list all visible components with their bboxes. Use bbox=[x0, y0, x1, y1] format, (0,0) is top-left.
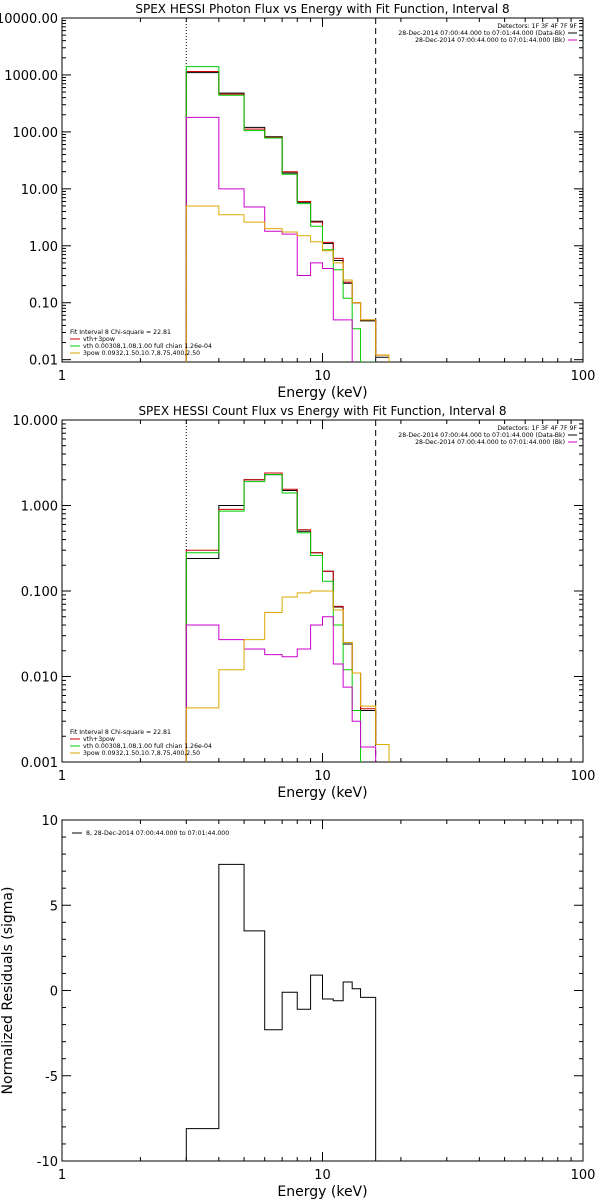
series-1-step-line bbox=[185, 72, 390, 362]
y-tick-label: 10 bbox=[41, 814, 58, 829]
legend-top-entry: 28-Dec-2014 07:00:44.000 to 07:01:44.000… bbox=[398, 30, 565, 37]
x-tick-label: 1 bbox=[58, 369, 66, 384]
series-2-step-line bbox=[185, 472, 390, 762]
legend-bottom-entry: 3pow 0.0932,1.50,10.7,8.75,400,2.50 bbox=[83, 750, 200, 757]
chart-panel-1: SPEX HESSI Photon Flux vs Energy with Fi… bbox=[0, 2, 595, 401]
legend-top-entry: 28-Dec-2014 07:00:44.000 to 07:01:44.000… bbox=[415, 37, 565, 44]
legend-bottom-entry: vth+3pow bbox=[83, 336, 115, 343]
legend-top-header: Detectors: 1F 3F 4F 7F 9F bbox=[497, 425, 577, 432]
x-axis-label: Energy (keV) bbox=[277, 385, 367, 401]
plot-area bbox=[185, 472, 390, 762]
x-axis-label: Energy (keV) bbox=[277, 1184, 367, 1200]
legend-bottom-entry: vth 0.00308,1.08,1.00 full chian 1.26e-0… bbox=[83, 743, 212, 750]
y-tick-label: -5 bbox=[45, 1070, 58, 1085]
chart-title: SPEX HESSI Count Flux vs Energy with Fit… bbox=[138, 404, 506, 418]
y-tick-label: 0.001 bbox=[21, 756, 58, 771]
series-4-step-line bbox=[185, 616, 377, 762]
legend-top-header: Detectors: 1F 3F 4F 7F 9F bbox=[497, 23, 577, 30]
series-1-step-line bbox=[185, 474, 390, 762]
x-tick-label: 1 bbox=[58, 769, 66, 784]
chart-panel-2: SPEX HESSI Count Flux vs Energy with Fit… bbox=[13, 404, 596, 801]
y-tick-label: 0.10 bbox=[29, 297, 58, 312]
y-tick-label: 0.01 bbox=[29, 354, 58, 369]
legend-bottom-header: Fit Interval 8 Chi-square = 22.81 bbox=[70, 729, 171, 736]
y-tick-label: -10 bbox=[37, 1155, 58, 1170]
series-4-step-line bbox=[185, 116, 353, 362]
legend-top-entry: 28-Dec-2014 07:00:44.000 to 07:01:44.000… bbox=[415, 439, 565, 446]
x-tick-label: 1 bbox=[58, 1168, 66, 1183]
legend-bottom-entry: 3pow 0.0932,1.50,10.7,8.75,400,2.50 bbox=[83, 350, 200, 357]
series-3-step-line bbox=[185, 474, 362, 762]
plot-area bbox=[185, 863, 377, 1161]
plot-frame bbox=[61, 17, 584, 363]
y-tick-label: 100.00 bbox=[13, 126, 59, 141]
x-tick-label: 100 bbox=[571, 369, 596, 384]
legend-bottom-entry: vth+3pow bbox=[83, 736, 115, 743]
x-tick-label: 10 bbox=[314, 1168, 331, 1183]
y-tick-label: 10.000 bbox=[13, 414, 59, 429]
y-tick-label: 0.100 bbox=[21, 585, 58, 600]
x-axis-label: Energy (keV) bbox=[277, 785, 367, 801]
series-1-step-line bbox=[185, 863, 377, 1161]
chart-title: SPEX HESSI Photon Flux vs Energy with Fi… bbox=[135, 2, 509, 16]
y-tick-label: 1.000 bbox=[21, 500, 58, 515]
x-tick-label: 100 bbox=[571, 769, 596, 784]
y-axis-label: Normalized Residuals (sigma) bbox=[0, 887, 16, 1095]
series-5-step-line bbox=[185, 205, 390, 362]
legend-bottom-header: Fit Interval 8 Chi-square = 22.81 bbox=[70, 329, 171, 336]
series-3-step-line bbox=[185, 66, 377, 362]
y-tick-label: 10000.00 bbox=[0, 12, 58, 27]
legend-top-entry: 28-Dec-2014 07:00:44.000 to 07:01:44.000… bbox=[398, 432, 565, 439]
y-tick-label: 5 bbox=[50, 899, 58, 914]
plot-area bbox=[185, 66, 390, 362]
series-2-step-line bbox=[185, 70, 390, 362]
y-tick-label: 1.00 bbox=[29, 240, 58, 255]
series-5-step-line bbox=[185, 590, 390, 762]
y-tick-label: 0 bbox=[50, 985, 58, 1000]
legend-entry: 8, 28-Dec-2014 07:00:44.000 to 07:01:44.… bbox=[86, 830, 229, 837]
x-tick-label: 100 bbox=[571, 1168, 596, 1183]
y-tick-label: 10.00 bbox=[21, 183, 58, 198]
y-tick-label: 1000.00 bbox=[4, 69, 58, 84]
x-tick-label: 10 bbox=[314, 769, 331, 784]
y-tick-label: 0.010 bbox=[21, 671, 58, 686]
legend-bottom-entry: vth 0.00308,1.08,1.00 full chian 1.26e-0… bbox=[83, 343, 212, 350]
x-tick-label: 10 bbox=[314, 369, 331, 384]
